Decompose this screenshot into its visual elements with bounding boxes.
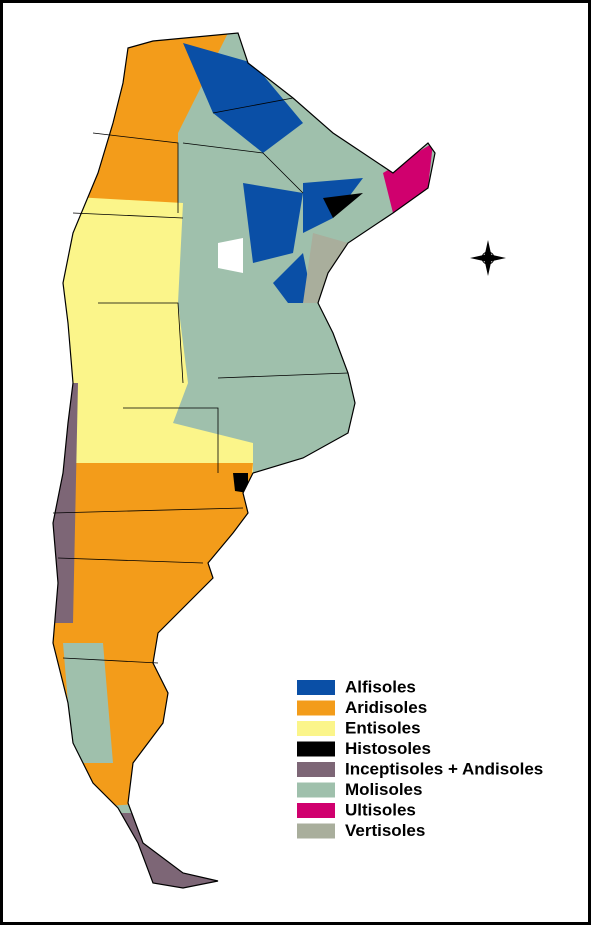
legend-label: Molisoles <box>345 780 422 799</box>
legend-swatch <box>297 823 335 839</box>
legend-label: Alfisoles <box>345 677 416 696</box>
legend-swatch <box>297 721 335 736</box>
legend-label: Ultisoles <box>345 800 416 819</box>
legend-swatch <box>297 803 335 818</box>
legend-label: Inceptisoles + Andisoles <box>345 759 543 778</box>
legend-swatch <box>297 680 335 695</box>
legend-swatch <box>297 700 335 716</box>
legend-swatch <box>297 782 335 798</box>
province-borders <box>52 97 349 664</box>
legend-swatch <box>297 762 335 777</box>
compass <box>470 240 506 276</box>
legend-label: Vertisoles <box>345 821 425 840</box>
legend-label: Histosoles <box>345 739 431 758</box>
legend-label: Entisoles <box>345 718 421 737</box>
soil-regions <box>53 33 435 888</box>
legend-label: Aridisoles <box>345 698 427 717</box>
legend-swatch <box>297 741 335 757</box>
